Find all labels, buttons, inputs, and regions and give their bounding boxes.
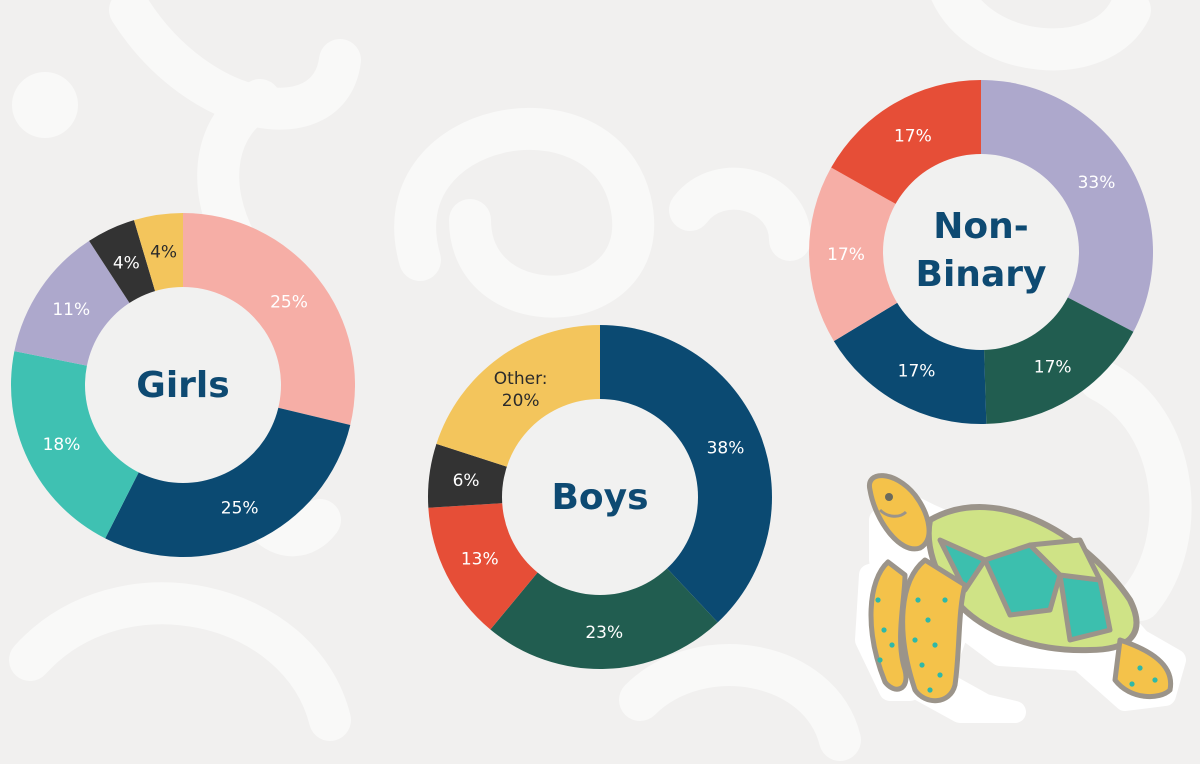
boys-slice-label-2: 13% [461, 549, 499, 569]
boys-slice-label-1: 23% [585, 623, 623, 643]
sea-turtle-sticker [855, 473, 1186, 723]
girls-chart-title: Girls [136, 365, 229, 406]
girls-slice-label-0: 25% [270, 292, 308, 312]
non-binary-slice-label-3: 17% [827, 245, 865, 265]
non-binary-slice-label-2: 17% [898, 362, 936, 382]
non-binary-slice-label-0: 33% [1078, 173, 1116, 193]
girls-slice-label-3: 11% [52, 300, 90, 320]
girls-slice-label-5: 4% [150, 242, 177, 262]
non-binary-slice-label-1: 17% [1034, 357, 1072, 377]
boys-donut-chart: 38% 23% 13% 6% Other: 20% Boys [428, 325, 772, 670]
non-binary-chart-title: Non-Binary [916, 206, 1047, 295]
boys-slice-label-4: Other: 20% [494, 369, 548, 411]
girls-donut-chart: 25% 25% 18% 11% 4% 4% Girls [10, 213, 355, 557]
background-dot [12, 72, 78, 138]
girls-slice-label-4: 4% [113, 253, 140, 273]
non-binary-donut-chart: 33% 17% 17% 17% 17% Non-Binary [808, 80, 1153, 424]
boys-slice-label-0: 38% [707, 438, 745, 458]
girls-slice-label-2: 18% [43, 435, 81, 455]
boys-chart-title: Boys [551, 477, 648, 518]
girls-slice-label-1: 25% [221, 499, 259, 519]
non-binary-slice-label-4: 17% [894, 126, 932, 146]
boys-slice-label-3: 6% [453, 471, 480, 491]
